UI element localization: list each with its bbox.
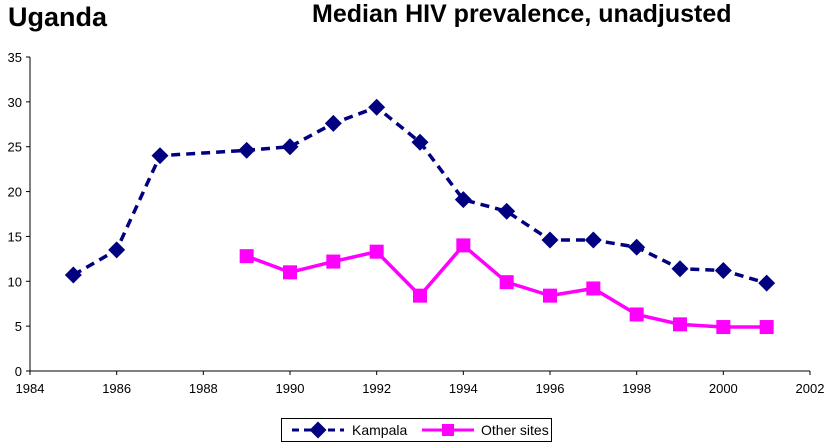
x-tick-label: 1984 (16, 381, 45, 396)
legend-other-label: Other sites (481, 422, 549, 438)
kampala-point (628, 238, 646, 256)
y-tick-label: 10 (8, 274, 22, 289)
other-sites-point (369, 244, 384, 259)
other-sites-point (326, 254, 341, 269)
other-sites-point (413, 288, 427, 303)
x-tick-label: 1990 (276, 381, 305, 396)
other-sites-point (586, 281, 601, 296)
other-sites-point (629, 307, 644, 322)
x-tick-label: 1998 (622, 381, 651, 396)
country-label: Uganda (8, 2, 108, 32)
kampala-point (324, 114, 342, 132)
y-tick-label: 5 (15, 319, 22, 334)
legend-kampala-swatch (292, 421, 344, 439)
kampala-point (758, 274, 776, 292)
legend-kampala-label: Kampala (352, 422, 408, 438)
legend: Kampala Other sites (281, 418, 552, 442)
y-tick-label: 15 (8, 229, 22, 244)
other-sites-point (673, 317, 687, 332)
series-line-kampala (72, 105, 768, 285)
chart-title: Median HIV prevalence, unadjusted (312, 0, 732, 28)
x-tick-label: 2000 (709, 381, 738, 396)
kampala-point (541, 231, 559, 249)
other-sites-point (499, 275, 514, 290)
kampala-point (584, 231, 602, 249)
y-tick-label: 0 (15, 364, 22, 379)
kampala-point (64, 266, 82, 284)
other-sites-point (543, 288, 557, 303)
other-sites-point (716, 320, 731, 335)
kampala-point (368, 98, 386, 116)
y-tick-label: 35 (8, 50, 22, 65)
x-tick-label: 1988 (189, 381, 218, 396)
other-sites-point (456, 238, 471, 253)
kampala-point (671, 260, 689, 278)
kampala-point (714, 262, 732, 280)
x-tick-label: 1994 (449, 381, 478, 396)
kampala-point (411, 133, 429, 151)
kampala-point (281, 138, 299, 156)
x-tick-label: 1986 (102, 381, 131, 396)
kampala-point (151, 147, 169, 165)
other-sites-point (759, 320, 774, 335)
y-tick-label: 25 (8, 140, 22, 155)
x-tick-label: 1992 (362, 381, 391, 396)
y-tick-label: 30 (8, 95, 22, 110)
kampala-point (238, 141, 256, 159)
kampala-point (454, 191, 472, 209)
x-tick-label: 1996 (536, 381, 565, 396)
other-sites-point (283, 265, 297, 280)
x-tick-label: 2002 (796, 381, 825, 396)
other-sites-point (239, 249, 254, 264)
legend-other-swatch (422, 424, 474, 436)
y-tick-label: 20 (8, 185, 22, 200)
kampala-point (108, 241, 126, 259)
